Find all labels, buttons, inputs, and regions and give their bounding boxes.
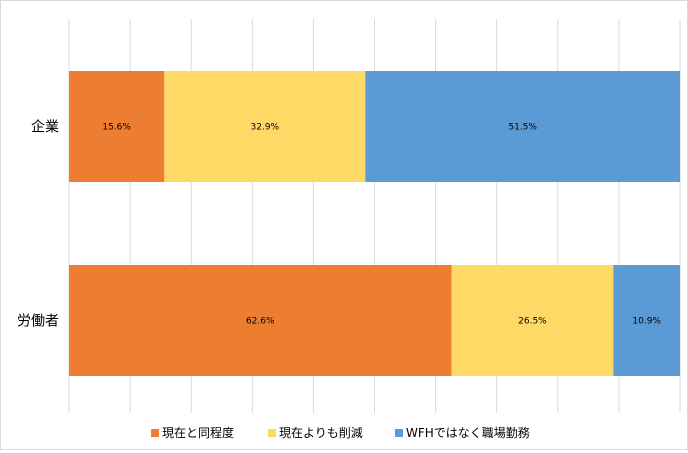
legend-swatch (151, 429, 159, 437)
data-label: 51.5% (508, 123, 537, 133)
bar-segment (365, 71, 680, 182)
legend-label: 現在と同程度 (162, 425, 234, 440)
data-label: 32.9% (251, 123, 280, 133)
bar-segment (69, 265, 452, 376)
legend-label: WFHではなく職場勤務 (406, 426, 530, 440)
data-label: 62.6% (246, 317, 275, 327)
legend-swatch (395, 429, 403, 437)
category-label: 労働者 (17, 314, 59, 330)
bar-segment (451, 265, 614, 376)
bar-segment (69, 71, 165, 182)
bar-segment (613, 265, 680, 376)
category-label: 企業 (31, 119, 59, 136)
legend-label: 現在よりも削減 (279, 425, 363, 440)
data-label: 26.5% (518, 317, 547, 327)
data-label: 15.6% (102, 123, 131, 133)
legend-swatch (268, 429, 276, 437)
bar-segment (164, 71, 366, 182)
data-label: 10.9% (632, 317, 661, 327)
